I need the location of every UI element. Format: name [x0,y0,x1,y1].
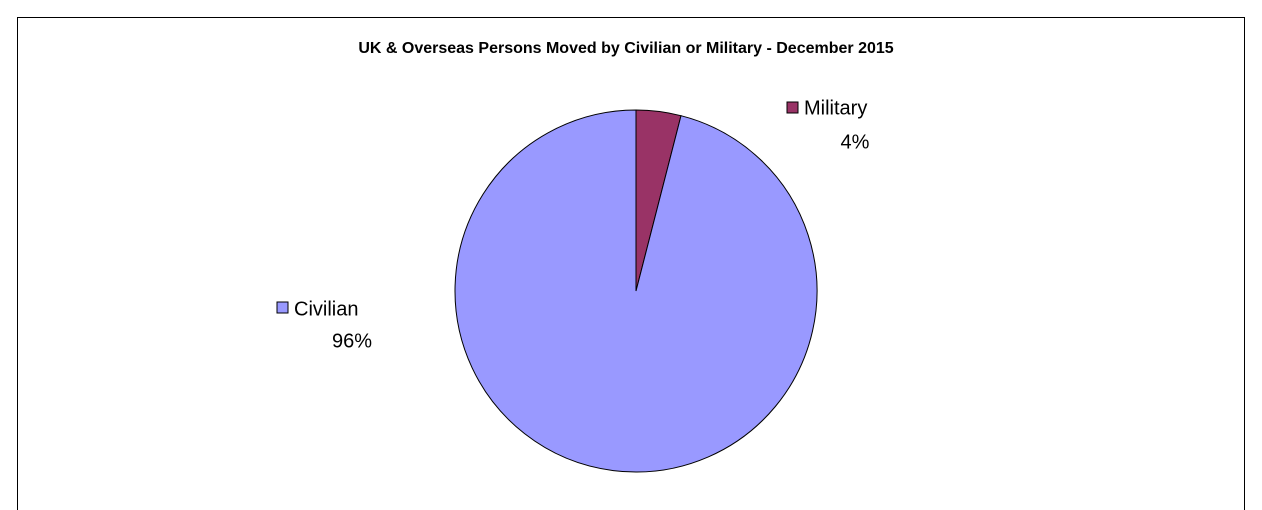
slice-value-label: 96% [332,330,372,352]
pie-slice [454,109,818,473]
slice-label: Civilian [294,298,358,320]
legend-swatch [786,101,799,114]
chart-frame [17,17,1245,510]
legend-swatch [276,301,289,314]
slice-label: Military [804,97,867,119]
chart-title: UK & Overseas Persons Moved by Civilian … [358,40,893,57]
slice-value-label: 4% [841,131,870,153]
